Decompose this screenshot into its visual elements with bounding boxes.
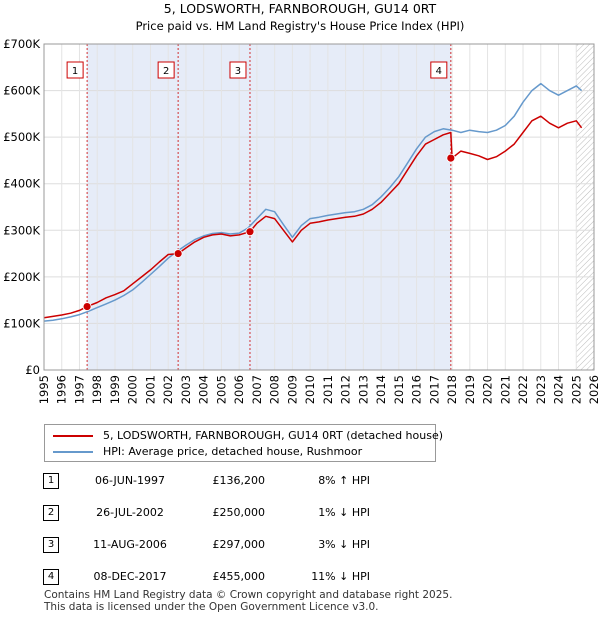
sale-period-shade	[178, 44, 250, 370]
x-tick-label: 2007	[250, 375, 264, 404]
x-tick-label: 1998	[90, 375, 104, 404]
x-tick-label: 2010	[303, 375, 317, 404]
sale-row: 2 26-JUL-2002 £250,000 1% ↓ HPI	[40, 504, 460, 524]
chart-title: 5, LODSWORTH, FARNBOROUGH, GU14 0RT	[164, 1, 437, 16]
x-tick-label: 2022	[516, 375, 530, 404]
y-tick-label: £200K	[3, 270, 40, 284]
x-tick-label: 2009	[285, 375, 299, 404]
y-tick-label: £100K	[3, 316, 40, 330]
x-tick-label: 2020	[481, 375, 495, 404]
x-tick-label: 1997	[72, 375, 86, 404]
sale-label-box	[66, 61, 84, 79]
sale-period-shade	[249, 44, 451, 370]
sale-hpi-diff: 3% ↓ HPI	[318, 538, 370, 551]
sale-number-badge: 4	[43, 569, 59, 585]
sale-row: 1 06-JUN-1997 £136,200 8% ↑ HPI	[40, 472, 460, 492]
sale-label-text: 1	[72, 66, 78, 77]
sale-label-box	[430, 61, 448, 79]
x-tick-label: 2026	[587, 375, 600, 404]
x-tick-label: 2015	[392, 375, 406, 404]
x-tick-label: 2014	[374, 375, 388, 404]
sale-label-box	[229, 61, 247, 79]
y-tick-label: £0	[25, 363, 40, 377]
price-chart: 5, LODSWORTH, FARNBOROUGH, GU14 0RT Pric…	[3, 1, 600, 404]
sale-number-badge: 2	[43, 505, 59, 521]
sale-date: 08-DEC-2017	[93, 570, 167, 583]
x-tick-label: 2011	[321, 375, 335, 404]
legend-swatch-hpi	[53, 451, 93, 453]
sale-label-text: 4	[436, 66, 442, 77]
sale-point	[173, 249, 183, 258]
x-tick-label: 1996	[55, 375, 69, 404]
sale-price: £297,000	[212, 538, 266, 551]
sale-point	[446, 153, 456, 163]
legend-label-hpi: HPI: Average price, detached house, Rush…	[103, 445, 363, 458]
sale-label-text: 3	[235, 66, 241, 77]
plot-frame	[43, 43, 595, 371]
y-tick-label: £600K	[3, 84, 40, 98]
sale-date: 26-JUL-2002	[96, 506, 164, 519]
x-tick-label: 2023	[534, 375, 548, 404]
sale-hpi-diff: 8% ↑ HPI	[318, 474, 370, 487]
footer-licence: This data is licensed under the Open Gov…	[44, 601, 379, 613]
footer-copyright: Contains HM Land Registry data © Crown c…	[44, 589, 453, 601]
sale-price: £136,200	[212, 474, 266, 487]
x-tick-label: 2018	[445, 375, 459, 404]
x-tick-label: 2012	[339, 375, 353, 404]
sale-label-box	[157, 61, 175, 79]
x-tick-label: 2005	[214, 375, 228, 404]
sale-hpi-diff: 11% ↓ HPI	[311, 570, 370, 583]
series-line-hpi	[43, 82, 583, 322]
x-tick-label: 2003	[179, 375, 193, 404]
sale-price: £455,000	[212, 570, 266, 583]
x-tick-label: 2001	[143, 375, 157, 404]
y-tick-label: £500K	[3, 130, 40, 144]
sale-date: 11-AUG-2006	[93, 538, 167, 551]
sale-row: 4 08-DEC-2017 £455,000 11% ↓ HPI	[40, 568, 460, 588]
footer-attribution: Contains HM Land Registry data © Crown c…	[44, 589, 452, 613]
y-tick-label: £700K	[3, 37, 40, 51]
series-line-property	[43, 115, 583, 319]
chart-subtitle: Price paid vs. HM Land Registry's House …	[136, 19, 465, 33]
x-tick-label: 2025	[569, 375, 583, 404]
x-tick-label: 2002	[161, 375, 175, 404]
sale-hpi-diff: 1% ↓ HPI	[318, 506, 370, 519]
x-tick-label: 2006	[232, 375, 246, 404]
sale-row: 3 11-AUG-2006 £297,000 3% ↓ HPI	[40, 536, 460, 556]
sale-point	[245, 227, 255, 237]
sale-number-badge: 1	[43, 473, 59, 489]
x-tick-label: 2004	[197, 375, 211, 404]
y-tick-label: £400K	[3, 177, 40, 191]
x-tick-label: 2024	[552, 375, 566, 404]
sale-number-badge: 3	[43, 537, 59, 553]
sale-label-text: 2	[163, 66, 169, 77]
sale-date: 06-JUN-1997	[94, 474, 166, 487]
x-tick-label: 2013	[356, 375, 370, 404]
x-tick-label: 1995	[37, 375, 51, 404]
legend-swatch-property	[53, 435, 93, 437]
legend: 5, LODSWORTH, FARNBOROUGH, GU14 0RT (det…	[44, 424, 443, 462]
x-tick-label: 2008	[268, 375, 282, 404]
x-tick-label: 2017	[427, 375, 441, 404]
forecast-hatch	[576, 44, 594, 370]
x-tick-label: 2019	[463, 375, 477, 404]
legend-label-property: 5, LODSWORTH, FARNBOROUGH, GU14 0RT (det…	[103, 429, 444, 442]
x-tick-label: 2016	[410, 375, 424, 404]
x-tick-label: 1999	[108, 375, 122, 404]
x-tick-label: 2000	[126, 375, 140, 404]
sale-price: £250,000	[212, 506, 266, 519]
x-tick-label: 2021	[498, 375, 512, 404]
sale-point	[82, 302, 92, 311]
y-tick-label: £300K	[3, 223, 40, 237]
